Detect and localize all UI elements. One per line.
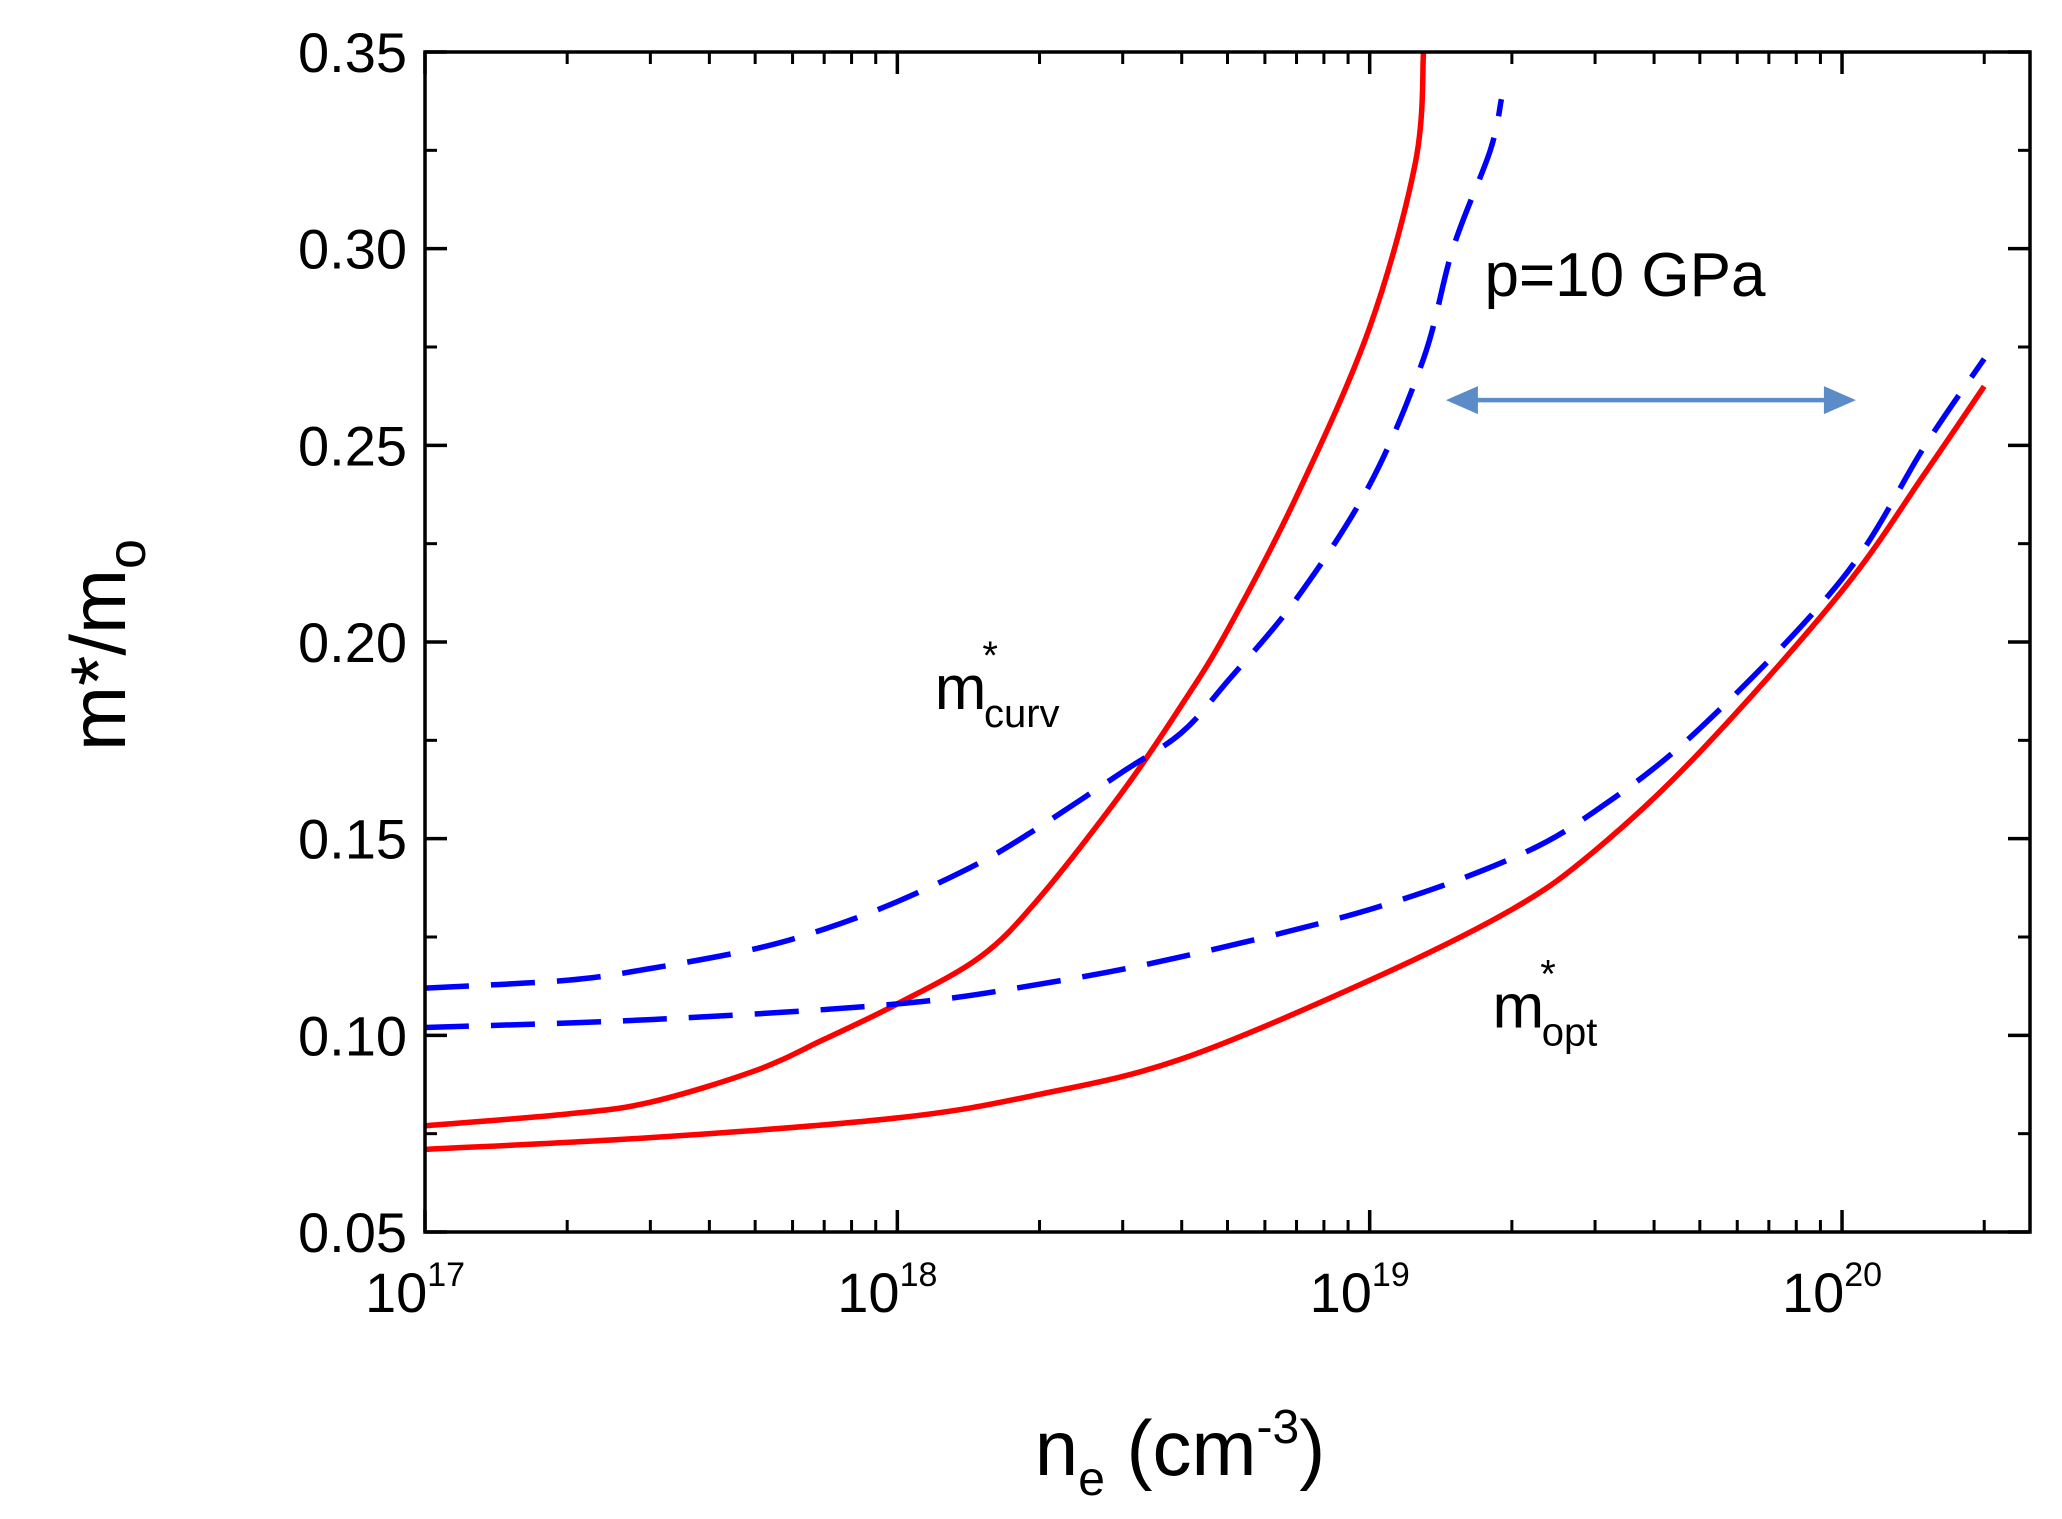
annotation-opt: m* opt bbox=[1493, 952, 1598, 1054]
series-line-3 bbox=[425, 357, 1987, 1031]
y-tick-label-2: 0.15 bbox=[298, 808, 407, 871]
x-tick-label-1: 1018 bbox=[837, 1256, 937, 1324]
y-tick-label-3: 0.20 bbox=[298, 611, 407, 674]
axes-group: 0.05 0.10 0.15 0.20 0.25 0.30 0.35 1017 1018 1019… bbox=[54, 21, 2032, 1506]
arrow-head-right bbox=[1823, 386, 1856, 415]
y-tick-label-5: 0.30 bbox=[298, 218, 407, 281]
y-tick-label-4: 0.25 bbox=[298, 414, 407, 477]
series-group bbox=[425, 52, 1987, 1153]
arrow-head-left bbox=[1445, 386, 1478, 415]
y-tick-label-6: 0.35 bbox=[298, 21, 407, 84]
y-tick-label-1: 0.10 bbox=[298, 1004, 407, 1067]
series-line-1 bbox=[425, 98, 1505, 991]
series-line-2 bbox=[425, 384, 1987, 1153]
annotations-group: m* curv m* opt p=10 GPa bbox=[935, 241, 1856, 1054]
y-axis-label: m*/mo bbox=[54, 539, 157, 751]
x-axis-label: ne (cm-3) bbox=[1035, 1401, 1325, 1506]
x-tick-label-3: 1020 bbox=[1782, 1256, 1882, 1324]
x-tick-label-2: 1019 bbox=[1310, 1256, 1410, 1324]
annotation-pressure: p=10 GPa bbox=[1484, 241, 1765, 310]
series-line-0 bbox=[425, 52, 1427, 1129]
y-tick-label-0: 0.05 bbox=[298, 1201, 407, 1264]
annotation-curv: m* curv bbox=[935, 634, 1060, 736]
x-tick-label-0: 1017 bbox=[365, 1256, 465, 1324]
